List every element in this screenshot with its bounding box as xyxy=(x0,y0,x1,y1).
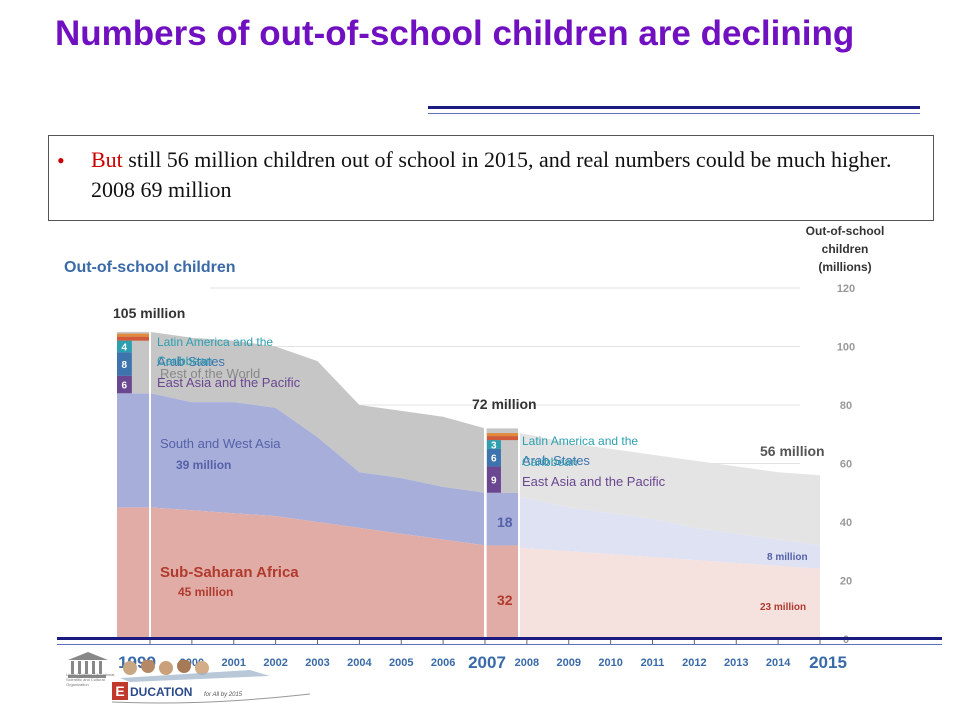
x-tick-label: 2003 xyxy=(305,657,329,669)
y-axis-title: children xyxy=(822,242,869,256)
rest-of-world-label: Rest of the World xyxy=(160,366,260,381)
bar-2007-arab-states-segment xyxy=(487,448,501,467)
bar-1999-arab-states-value: 8 xyxy=(121,360,127,371)
bar-2007-top-band-2 xyxy=(487,433,518,437)
edu-tagline: for All by 2015 xyxy=(204,692,243,698)
y-tick-label: 100 xyxy=(837,342,855,354)
x-tick-label: 2002 xyxy=(263,657,287,669)
rest-of-world-area xyxy=(150,331,485,493)
sub-saharan-africa-area xyxy=(150,507,485,639)
x-tick-label: 2014 xyxy=(766,657,791,669)
bar-1999-arab-states-segment xyxy=(117,352,132,376)
ssa-1999-value: 45 million xyxy=(178,585,233,599)
ssa-2007-value: 32 xyxy=(497,592,513,608)
title-divider xyxy=(428,106,920,114)
latam-label-2007: Latin America and the xyxy=(522,434,638,448)
total-2015-label: 56 million xyxy=(760,443,825,459)
caribbean-label-1999: Caribbean xyxy=(157,354,212,368)
bar-2007-east-asia-segment xyxy=(487,466,501,493)
x-tick-label: 2005 xyxy=(389,657,413,669)
total-1999-label: 105 million xyxy=(113,305,185,321)
x-tick-label: 2015 xyxy=(809,653,847,672)
latam-label-1999: Latin America and the xyxy=(157,335,273,349)
unesco-logo-icon xyxy=(68,652,108,678)
education-for-all-logo-icon: E DUCATION for All by 2015 xyxy=(111,660,311,704)
bar-1999-swa xyxy=(117,393,150,508)
edu-logo-text: DUCATION xyxy=(130,685,192,699)
total-2007-label: 72 million xyxy=(472,396,537,412)
bar-2007-top-band xyxy=(487,436,518,441)
slide-title: Numbers of out-of-school children are de… xyxy=(55,14,855,53)
y-axis-title: Out-of-school xyxy=(806,224,885,238)
x-tick-label: 2007 xyxy=(468,653,506,672)
bullet-icon: • xyxy=(57,148,65,173)
caribbean-label-2007: Caribbean xyxy=(522,455,577,469)
chart-title: Out-of-school children xyxy=(64,259,236,276)
x-tick-label: 2004 xyxy=(347,657,372,669)
bar-1999-latam-segment xyxy=(117,340,132,353)
bar-2007-latam-segment xyxy=(487,440,501,449)
bottom-divider xyxy=(57,637,942,645)
y-tick-label: 20 xyxy=(840,576,852,588)
arab-states-label-1999: Arab States xyxy=(157,354,225,369)
x-tick-label: 2013 xyxy=(724,657,748,669)
south-west-asia-area xyxy=(150,393,485,546)
x-tick-label: 2008 xyxy=(515,657,539,669)
y-tick-label: 0 xyxy=(843,634,849,646)
bar-2007-swa xyxy=(487,492,518,546)
swa-2007-value: 18 xyxy=(497,514,513,530)
x-tick-label: 2010 xyxy=(598,657,622,669)
south-west-asia-area-projection xyxy=(485,492,820,569)
bar-1999-latam-value: 4 xyxy=(121,343,127,354)
bar-1999-top-band-2 xyxy=(117,333,150,337)
y-axis-title: (millions) xyxy=(818,260,871,274)
ssa-region-label: Sub-Saharan Africa xyxy=(160,564,299,581)
x-tick-label: 2006 xyxy=(431,657,455,669)
bullet-prefix: But xyxy=(91,147,123,172)
x-tick-label: 2012 xyxy=(682,657,706,669)
x-tick-label: 2001 xyxy=(222,657,246,669)
bullet-box: • But still 56 million children out of s… xyxy=(48,135,934,221)
ssa-2015-value: 23 million xyxy=(760,602,806,613)
sub-saharan-africa-area-projection xyxy=(485,545,820,639)
rest-of-world-area-projection xyxy=(485,428,820,546)
bar-2007-arab-states-value: 6 xyxy=(491,454,497,465)
bar-2007-latam-value: 3 xyxy=(491,440,497,451)
y-tick-label: 80 xyxy=(840,400,852,412)
east-asia-label-1999: East Asia and the Pacific xyxy=(157,375,301,390)
arab-states-label-2007: Arab States xyxy=(522,453,590,468)
bar-1999-east-asia-value: 6 xyxy=(121,381,127,392)
y-tick-label: 40 xyxy=(840,517,852,529)
y-tick-label: 60 xyxy=(840,459,852,471)
bar-2007-ssa xyxy=(487,545,518,639)
swa-2015-value: 8 million xyxy=(767,552,808,563)
swa-1999-value: 39 million xyxy=(176,458,231,472)
unesco-caption: United Nations Educational, Scientific a… xyxy=(66,672,116,687)
bar-2007-east-asia-value: 9 xyxy=(491,476,497,487)
x-tick-label: 2009 xyxy=(557,657,581,669)
svg-text:E: E xyxy=(115,683,124,699)
bar-1999-east-asia-segment xyxy=(117,375,132,394)
x-tick-label: 2011 xyxy=(641,657,665,669)
swa-region-label: South and West Asia xyxy=(160,436,281,451)
east-asia-label-2007: East Asia and the Pacific xyxy=(522,474,666,489)
bullet-body: still 56 million children out of school … xyxy=(91,147,892,202)
out-of-school-chart: 0 20 40 60 80 100 120 Out-of-school children (mil… xyxy=(64,224,885,672)
bar-1999-top-band xyxy=(117,336,150,341)
bullet-text: But still 56 million children out of sch… xyxy=(91,145,921,205)
y-tick-label: 120 xyxy=(837,283,855,295)
bar-1999-ssa xyxy=(117,507,150,639)
